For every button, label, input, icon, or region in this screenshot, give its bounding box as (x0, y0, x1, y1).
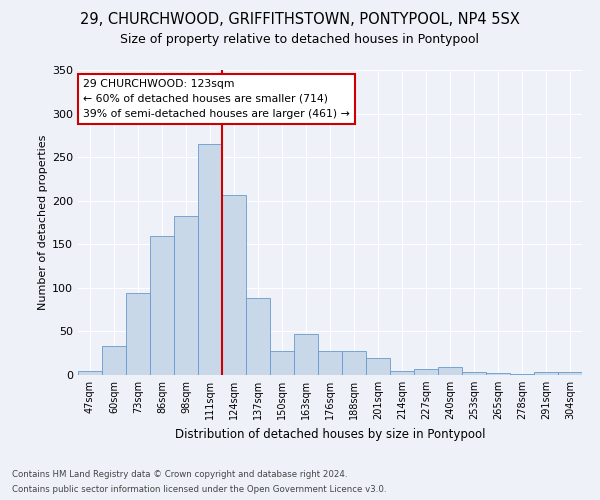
Text: 29, CHURCHWOOD, GRIFFITHSTOWN, PONTYPOOL, NP4 5SX: 29, CHURCHWOOD, GRIFFITHSTOWN, PONTYPOOL… (80, 12, 520, 28)
Bar (342, 352, 366, 375)
Bar (174, 216, 198, 375)
Bar (126, 293, 150, 375)
Bar (222, 194, 246, 375)
Bar (390, 370, 414, 375)
Bar (294, 334, 318, 375)
Bar (558, 372, 582, 375)
Bar (486, 374, 510, 375)
Bar (198, 144, 222, 375)
Bar (150, 236, 174, 375)
Text: 29 CHURCHWOOD: 123sqm
← 60% of detached houses are smaller (714)
39% of semi-det: 29 CHURCHWOOD: 123sqm ← 60% of detached … (83, 79, 350, 119)
Bar (462, 372, 486, 375)
Text: Contains public sector information licensed under the Open Government Licence v3: Contains public sector information licen… (12, 485, 386, 494)
Bar (510, 374, 534, 375)
Bar (534, 372, 558, 375)
Bar (438, 367, 462, 375)
X-axis label: Distribution of detached houses by size in Pontypool: Distribution of detached houses by size … (175, 428, 485, 440)
Text: Contains HM Land Registry data © Crown copyright and database right 2024.: Contains HM Land Registry data © Crown c… (12, 470, 347, 479)
Bar (78, 370, 102, 375)
Bar (270, 352, 294, 375)
Y-axis label: Number of detached properties: Number of detached properties (38, 135, 48, 310)
Bar (366, 358, 390, 375)
Bar (414, 369, 438, 375)
Bar (246, 298, 270, 375)
Bar (102, 346, 126, 375)
Bar (318, 352, 342, 375)
Text: Size of property relative to detached houses in Pontypool: Size of property relative to detached ho… (121, 32, 479, 46)
